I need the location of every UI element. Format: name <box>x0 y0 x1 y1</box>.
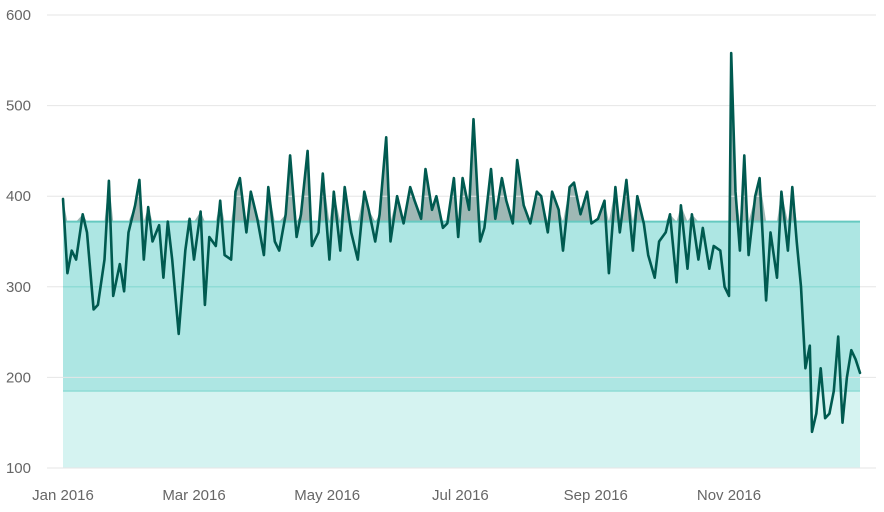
threshold-bands <box>63 221 860 468</box>
y-tick-label: 300 <box>6 279 31 296</box>
series-line <box>61 51 862 434</box>
band-0 <box>63 390 860 468</box>
y-tick-label: 600 <box>6 7 31 24</box>
x-tick-label: Nov 2016 <box>697 487 761 504</box>
x-tick-label: May 2016 <box>294 487 360 504</box>
reference-lines <box>63 220 860 392</box>
y-tick-label: 500 <box>6 98 31 115</box>
series-lines <box>61 51 862 434</box>
y-axis-ticks: 100 200 300 400 500 600 <box>6 7 31 477</box>
y-tick-label: 100 <box>6 460 31 477</box>
y-tick-label: 200 <box>6 369 31 386</box>
x-tick-label: Jan 2016 <box>32 487 94 504</box>
x-tick-label: Sep 2016 <box>564 487 628 504</box>
x-tick-label: Jul 2016 <box>432 487 489 504</box>
y-tick-label: 400 <box>6 188 31 205</box>
x-axis-ticks: Jan 2016 Mar 2016 May 2016 Jul 2016 Sep 2016… <box>32 487 761 504</box>
x-tick-label: Mar 2016 <box>162 487 225 504</box>
